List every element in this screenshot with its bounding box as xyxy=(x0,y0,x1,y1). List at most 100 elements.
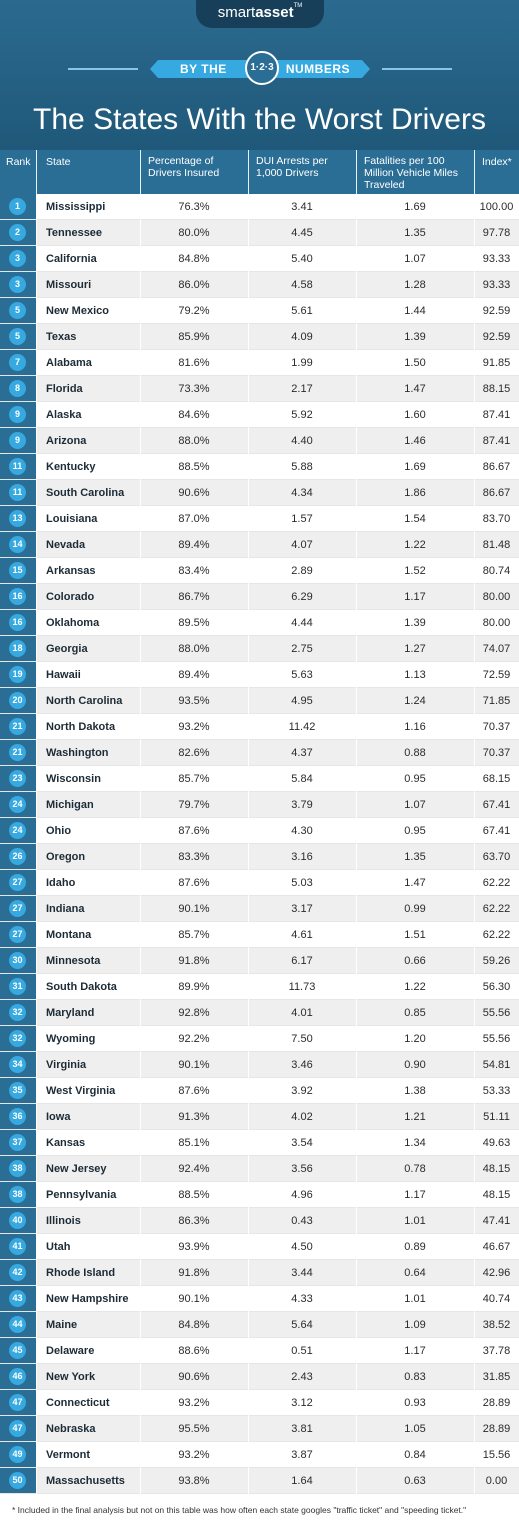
table-row: 16 Colorado 86.7% 6.29 1.17 80.00 xyxy=(0,584,519,610)
table-row: 24 Ohio 87.6% 4.30 0.95 67.41 xyxy=(0,818,519,844)
fatalities-value: 1.24 xyxy=(404,695,426,707)
index-value: 56.30 xyxy=(482,981,511,993)
state-name: Texas xyxy=(46,331,77,343)
rank-badge: 38 xyxy=(9,1186,26,1203)
dui-value: 4.61 xyxy=(291,929,313,941)
fatalities-value: 1.21 xyxy=(404,1111,426,1123)
rank-cell: 44 xyxy=(0,1312,36,1337)
state-name: South Carolina xyxy=(46,487,125,499)
rank-badge: 45 xyxy=(9,1342,26,1359)
fatalities-value: 0.93 xyxy=(404,1397,426,1409)
index-value: 62.22 xyxy=(482,903,511,915)
dui-value: 4.40 xyxy=(291,435,313,447)
insured-value: 91.3% xyxy=(178,1111,210,1123)
state-name: Illinois xyxy=(46,1215,81,1227)
fatalities-value: 1.07 xyxy=(404,253,426,265)
insured-value: 93.5% xyxy=(178,695,210,707)
dui-value: 11.73 xyxy=(288,981,316,993)
index-value: 0.00 xyxy=(485,1475,508,1487)
state-name: Pennsylvania xyxy=(46,1189,117,1201)
insured-value: 88.0% xyxy=(178,435,210,447)
state-name: Maine xyxy=(46,1319,78,1331)
insured-value: 88.6% xyxy=(178,1345,210,1357)
rank-cell: 43 xyxy=(0,1286,36,1311)
smartasset-logo[interactable]: smartassetTM xyxy=(196,0,324,28)
rank-badge: 30 xyxy=(9,952,26,969)
insured-value: 93.9% xyxy=(178,1241,210,1253)
rank-cell: 26 xyxy=(0,844,36,869)
rank-badge: 27 xyxy=(9,874,26,891)
dui-value: 4.45 xyxy=(291,227,313,239)
index-value: 91.85 xyxy=(482,357,511,369)
rank-cell: 1 xyxy=(0,194,36,219)
index-value: 86.67 xyxy=(482,487,511,499)
state-name: Tennessee xyxy=(46,227,103,239)
insured-value: 79.7% xyxy=(178,799,210,811)
table-row: 14 Nevada 89.4% 4.07 1.22 81.48 xyxy=(0,532,519,558)
rank-badge: 18 xyxy=(9,640,26,657)
fatalities-value: 1.34 xyxy=(404,1137,426,1149)
rank-cell: 11 xyxy=(0,454,36,479)
insured-value: 88.5% xyxy=(178,1189,210,1201)
insured-value: 80.0% xyxy=(178,227,210,239)
table-row: 34 Virginia 90.1% 3.46 0.90 54.81 xyxy=(0,1052,519,1078)
fatalities-value: 0.89 xyxy=(404,1241,426,1253)
insured-value: 90.6% xyxy=(178,1371,210,1383)
insured-value: 90.1% xyxy=(178,1059,210,1071)
rankings-table: 1 Mississippi 76.3% 3.41 1.69 100.00 2 Tennesse… xyxy=(0,194,519,1494)
insured-value: 88.5% xyxy=(178,461,210,473)
rank-cell: 50 xyxy=(0,1468,36,1493)
table-row: 49 Vermont 93.2% 3.87 0.84 15.56 xyxy=(0,1442,519,1468)
rank-badge: 21 xyxy=(9,744,26,761)
rank-cell: 45 xyxy=(0,1338,36,1363)
insured-value: 87.6% xyxy=(178,825,210,837)
table-row: 21 Washington 82.6% 4.37 0.88 70.37 xyxy=(0,740,519,766)
rank-cell: 11 xyxy=(0,480,36,505)
rank-cell: 40 xyxy=(0,1208,36,1233)
logo-smart: smart xyxy=(217,4,256,21)
rank-cell: 27 xyxy=(0,896,36,921)
table-row: 13 Louisiana 87.0% 1.57 1.54 83.70 xyxy=(0,506,519,532)
index-value: 92.59 xyxy=(482,305,511,317)
fatalities-value: 0.83 xyxy=(404,1371,426,1383)
index-value: 93.33 xyxy=(482,253,511,265)
state-name: Florida xyxy=(46,383,83,395)
ribbon-left-text: BY THE xyxy=(180,62,227,76)
rank-badge: 32 xyxy=(9,1004,26,1021)
rank-badge: 1 xyxy=(9,198,26,215)
banner-rule-right xyxy=(382,68,452,70)
index-value: 80.74 xyxy=(482,565,511,577)
table-row: 41 Utah 93.9% 4.50 0.89 46.67 xyxy=(0,1234,519,1260)
dui-value: 4.95 xyxy=(291,695,313,707)
index-value: 86.67 xyxy=(482,461,511,473)
rank-cell: 2 xyxy=(0,220,36,245)
state-name: Massachusetts xyxy=(46,1475,125,1487)
index-value: 53.33 xyxy=(482,1085,511,1097)
dui-value: 5.40 xyxy=(291,253,313,265)
dui-value: 5.92 xyxy=(291,409,313,421)
insured-value: 89.5% xyxy=(178,617,210,629)
insured-value: 90.1% xyxy=(178,1293,210,1305)
rank-badge: 40 xyxy=(9,1212,26,1229)
rank-cell: 34 xyxy=(0,1052,36,1077)
dui-value: 2.75 xyxy=(291,643,313,655)
dui-value: 3.87 xyxy=(291,1449,313,1461)
state-name: Kentucky xyxy=(46,461,96,473)
table-row: 27 Indiana 90.1% 3.17 0.99 62.22 xyxy=(0,896,519,922)
insured-value: 86.7% xyxy=(178,591,210,603)
fatalities-value: 1.50 xyxy=(404,357,426,369)
insured-value: 85.9% xyxy=(178,331,210,343)
dui-value: 5.64 xyxy=(291,1319,313,1331)
rank-cell: 49 xyxy=(0,1442,36,1467)
dui-value: 3.46 xyxy=(291,1059,313,1071)
rank-cell: 27 xyxy=(0,922,36,947)
insured-value: 84.6% xyxy=(178,409,210,421)
fatalities-value: 0.90 xyxy=(404,1059,426,1071)
index-value: 48.15 xyxy=(482,1163,511,1175)
rank-badge: 3 xyxy=(9,250,26,267)
insured-value: 88.0% xyxy=(178,643,210,655)
insured-value: 84.8% xyxy=(178,1319,210,1331)
fatalities-value: 0.95 xyxy=(404,773,426,785)
index-value: 67.41 xyxy=(482,825,511,837)
index-value: 72.59 xyxy=(482,669,511,681)
